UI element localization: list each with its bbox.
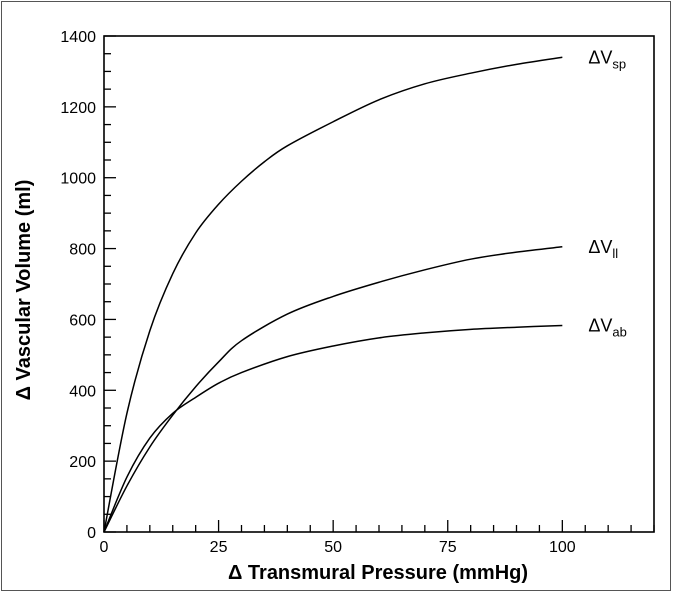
plot-area-border [103, 35, 655, 533]
x-axis-title: Δ Transmural Pressure (mmHg) [228, 562, 528, 584]
axes-group [103, 35, 655, 533]
series-label-ll: ΔVll [588, 237, 618, 261]
y-tick-label: 1400 [60, 29, 96, 46]
series-label-sub: ab [612, 324, 626, 339]
series-line-sp [103, 56, 563, 533]
series-line-ab [103, 324, 563, 533]
series-label-ab: ΔVab [588, 315, 627, 339]
series-label-main: ΔV [588, 47, 612, 67]
series-label-sub: ll [612, 246, 618, 261]
series-line-ll [103, 246, 563, 533]
series-label-main: ΔV [588, 315, 612, 335]
series-label-sp: ΔVsp [588, 47, 626, 71]
y-tick-label: 0 [87, 525, 96, 542]
x-tick-label: 0 [100, 539, 109, 556]
x-tick-label: 50 [324, 539, 342, 556]
series-label-main: ΔV [588, 237, 612, 257]
x-tick-label: 75 [439, 539, 457, 556]
y-tick-label: 400 [69, 383, 96, 400]
y-tick-label: 1200 [60, 100, 96, 117]
y-tick-label: 200 [69, 454, 96, 471]
x-tick-label: 100 [549, 539, 576, 556]
y-tick-label: 800 [69, 242, 96, 259]
series-label-sub: sp [612, 56, 626, 71]
y-tick-label: 1000 [60, 171, 96, 188]
y-tick-label: 600 [69, 312, 96, 329]
y-axis-title: Δ Vascular Volume (ml) [13, 180, 35, 401]
series-group [103, 56, 563, 533]
x-tick-label: 25 [210, 539, 228, 556]
